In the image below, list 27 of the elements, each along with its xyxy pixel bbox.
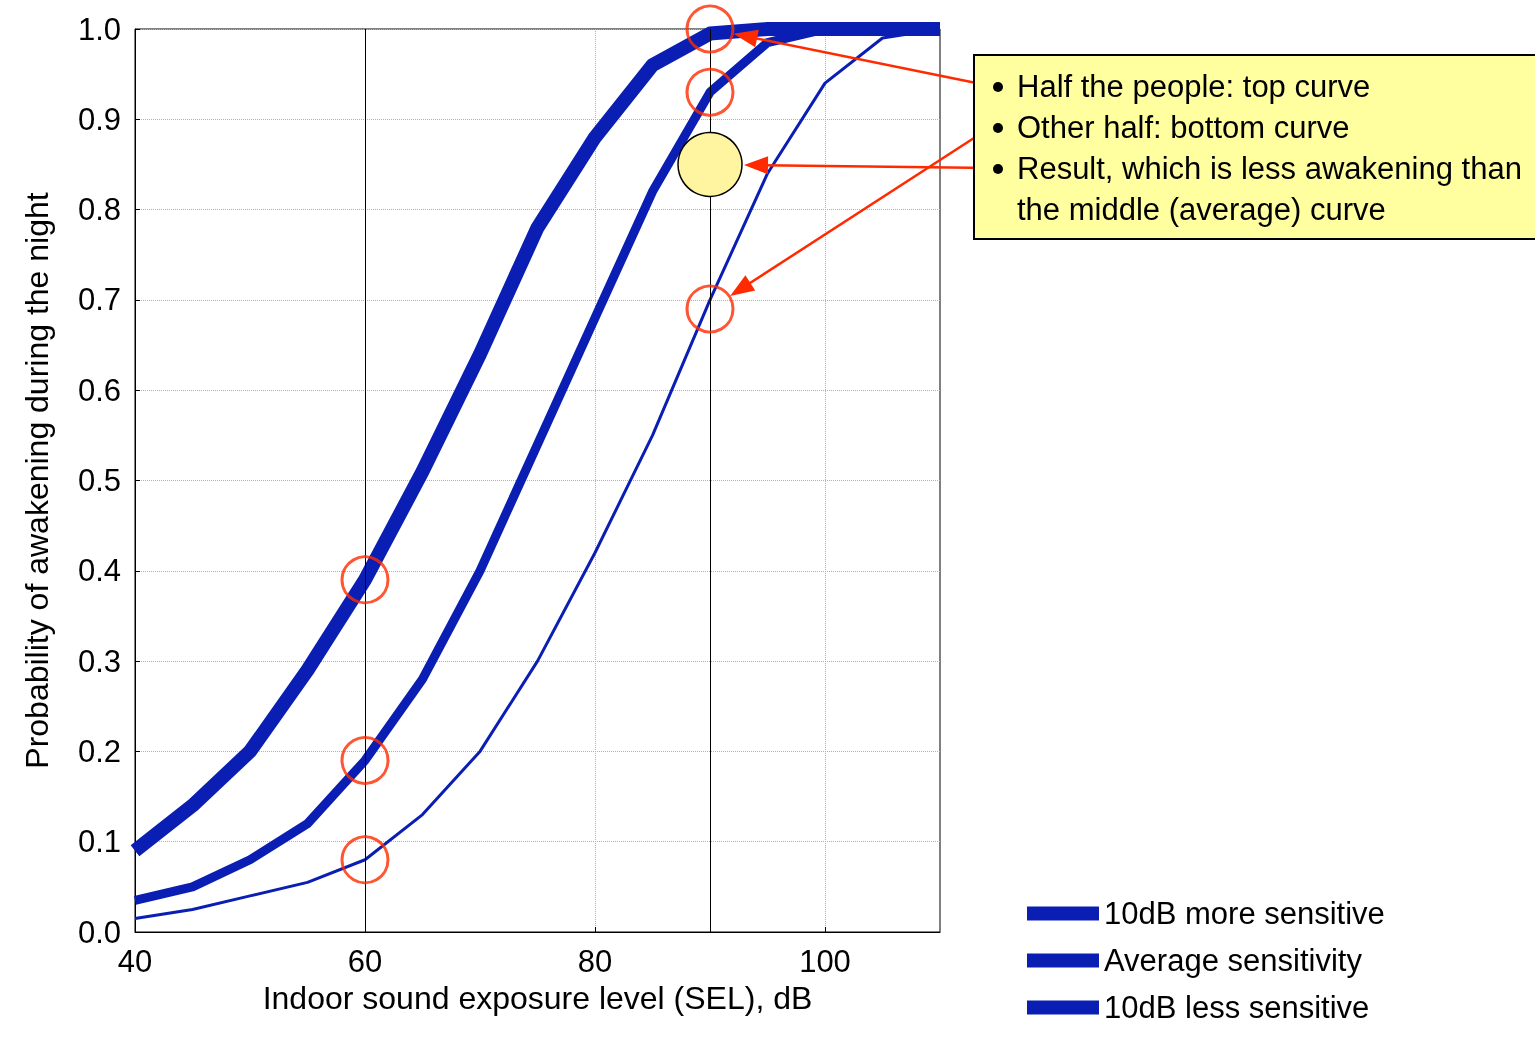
- text: Other half: bottom curve: [1016, 109, 1351, 147]
- y-tick-label: 0.4: [77, 553, 121, 589]
- point: [685, 4, 735, 54]
- y-tick-label: 0.9: [77, 101, 121, 137]
- y-tick-label: 0.3: [77, 643, 121, 679]
- x-tick-label: 100: [799, 944, 851, 979]
- text: Result, which is less awakening than the middle (average) curve: [1016, 150, 1523, 229]
- y-tick-label: 0.6: [77, 372, 121, 408]
- text: Half the people: top curve: [1016, 68, 1372, 106]
- point: [340, 735, 390, 785]
- legend-label: 10dB less sensitive: [1104, 990, 1370, 1025]
- y-tick-label: 0.7: [77, 282, 121, 318]
- y-tick-label: 0.8: [77, 192, 121, 228]
- point: [340, 555, 390, 605]
- y-tick-label: 1.0: [77, 11, 121, 47]
- legend-label: Average sensitivity: [1104, 943, 1363, 978]
- y-axis-title: Probability of awakening during the night: [19, 192, 55, 769]
- point: [685, 284, 735, 334]
- x-tick-label: 60: [347, 944, 383, 979]
- x-tick-label: 80: [577, 944, 613, 979]
- y-tick-label: 0.2: [77, 733, 121, 769]
- legend-label: 10dB more sensitive: [1104, 896, 1385, 931]
- point: [340, 835, 390, 885]
- y-tick-label: 0.5: [77, 463, 121, 498]
- point: [685, 67, 735, 117]
- x-axis-title: Indoor sound exposure level (SEL), dB: [262, 980, 813, 1016]
- y-tick-label: 0.1: [77, 824, 121, 860]
